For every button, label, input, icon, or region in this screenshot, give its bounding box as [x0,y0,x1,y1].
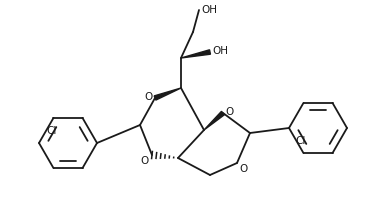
Text: Cl: Cl [295,136,306,146]
Polygon shape [181,50,211,58]
Text: Cl: Cl [46,126,57,136]
Text: O: O [145,92,153,102]
Text: OH: OH [212,46,228,56]
Text: OH: OH [201,5,217,15]
Text: O: O [225,107,233,117]
Polygon shape [154,88,181,100]
Text: O: O [239,164,247,174]
Text: O: O [141,156,149,166]
Polygon shape [204,111,224,130]
